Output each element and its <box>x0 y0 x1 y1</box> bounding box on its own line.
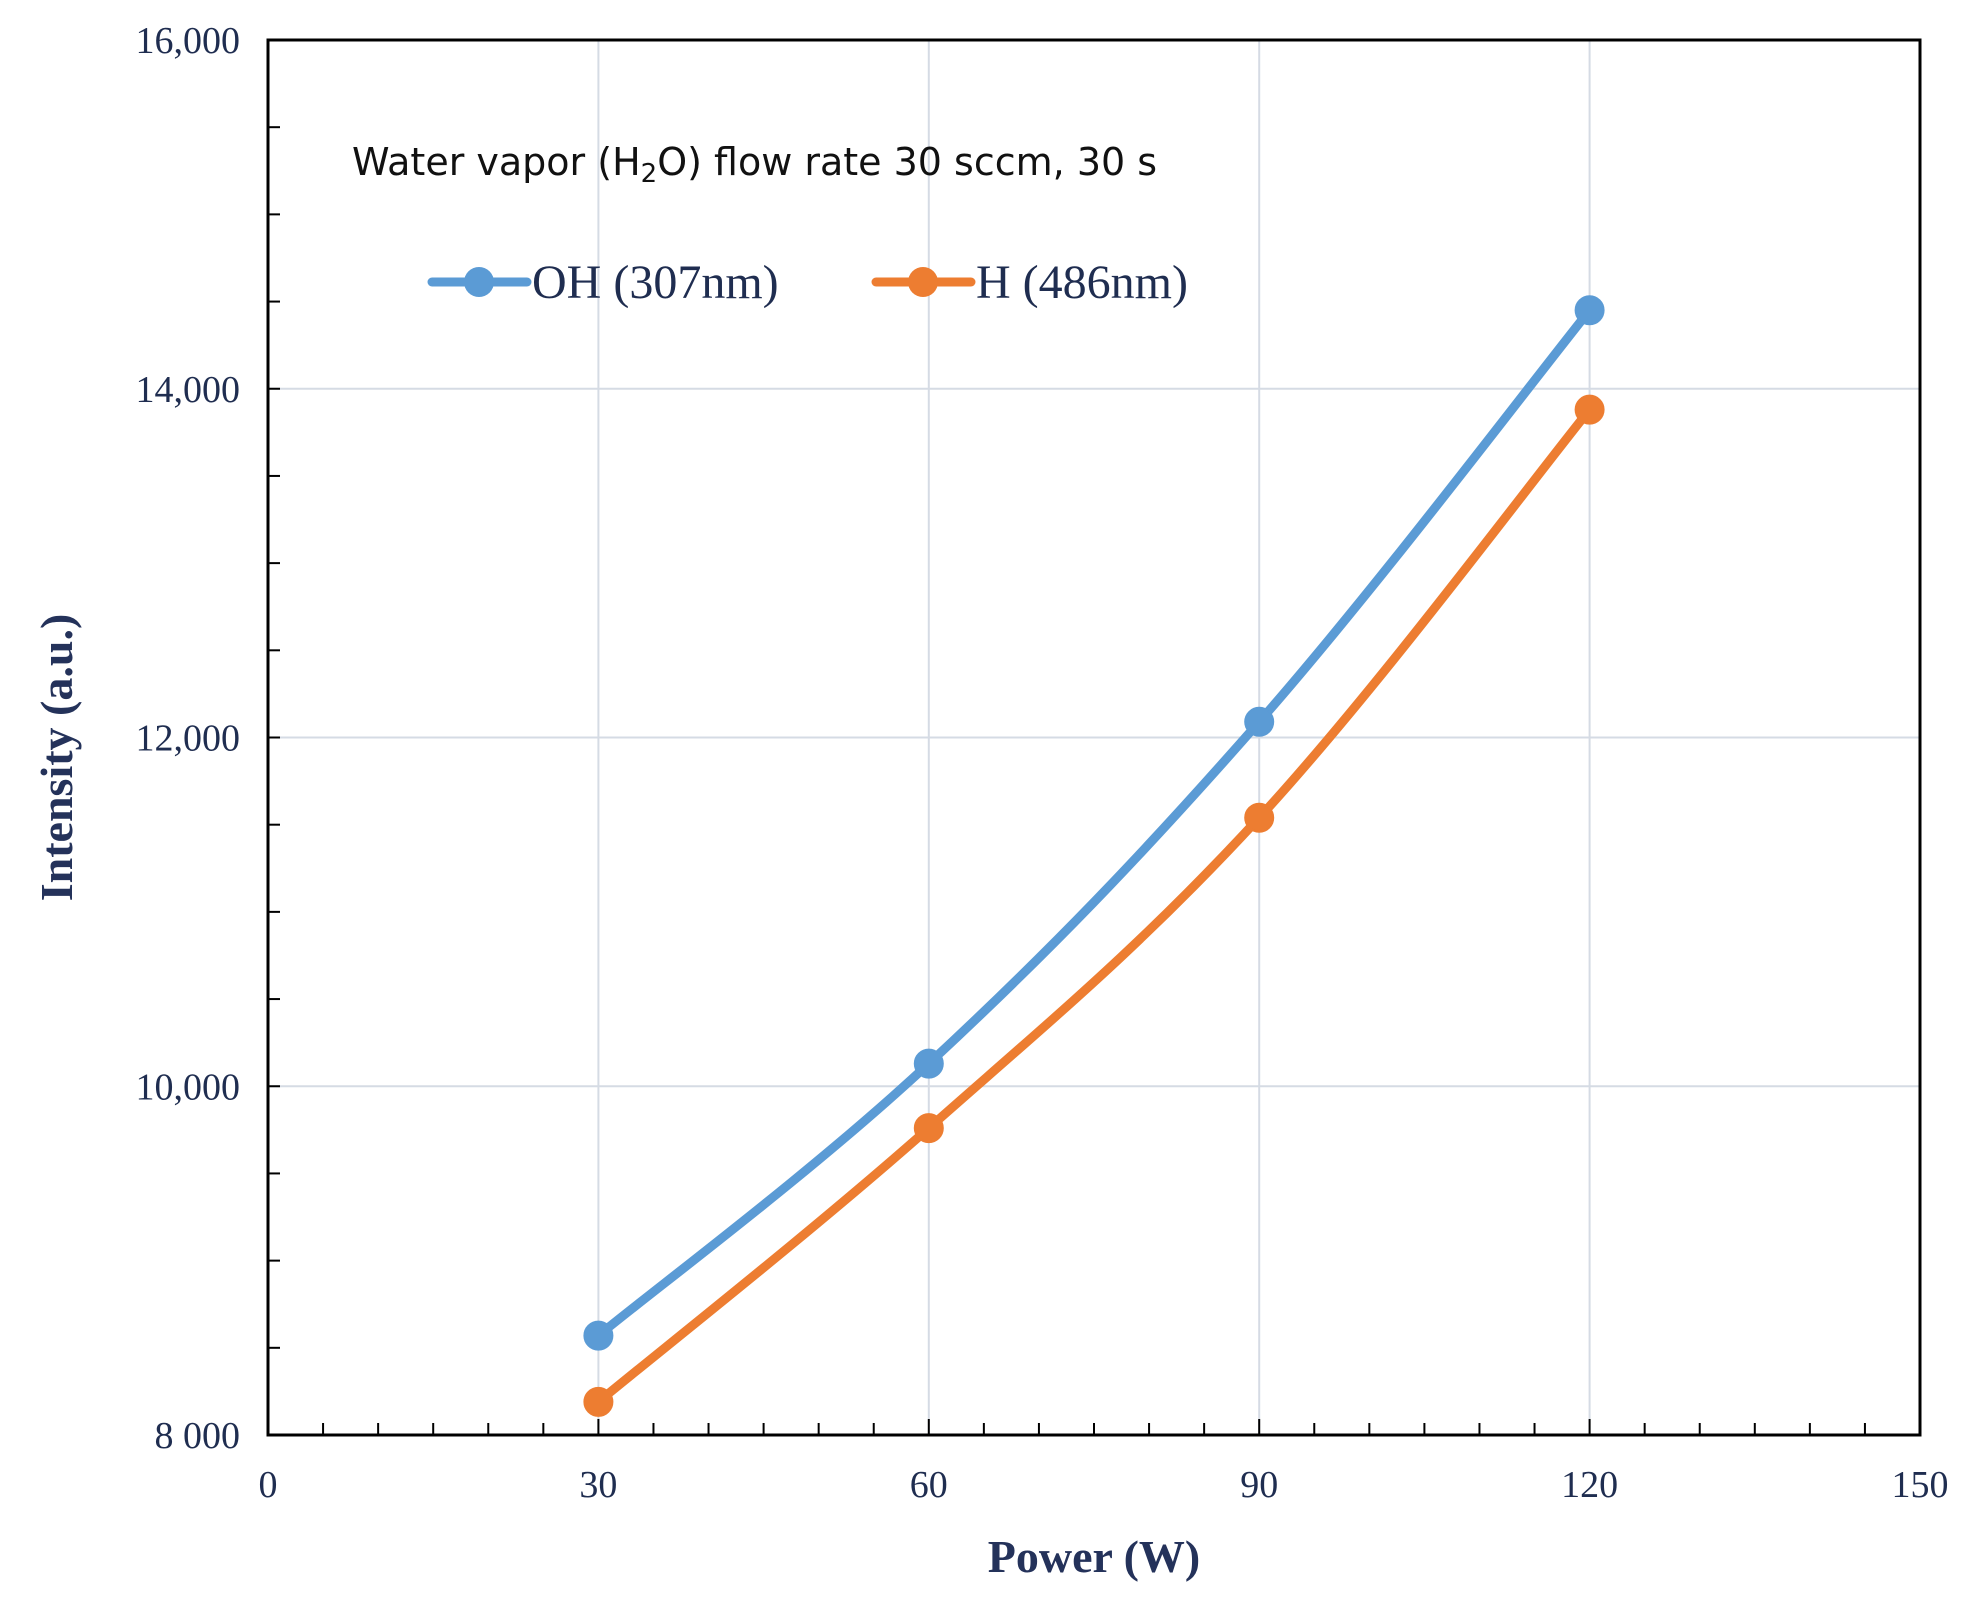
x-tick-label: 60 <box>910 1464 948 1506</box>
x-axis-tick-labels: 0 30 60 90 120 150 <box>259 1464 1949 1506</box>
data-point <box>1244 706 1275 737</box>
data-point <box>913 1113 944 1144</box>
series-lines <box>593 305 1595 1407</box>
legend-swatch-marker <box>464 267 494 297</box>
plot-area-frame <box>266 38 1922 1437</box>
annotation-subscript: 2 <box>641 159 658 189</box>
y-tick-label: 14,000 <box>136 369 241 411</box>
x-axis-title: Power (W) <box>988 1531 1200 1582</box>
y-tick-label: 16,000 <box>136 20 241 62</box>
y-tick-label: 10,000 <box>136 1066 241 1108</box>
data-point <box>1574 394 1605 425</box>
x-tick-label: 90 <box>1240 1464 1278 1506</box>
annotation-prefix: Water vapor (H <box>352 140 641 184</box>
y-axis-tick-labels: 8 000 10,000 12,000 14,000 16,000 <box>136 20 241 1457</box>
data-point <box>583 1386 614 1417</box>
x-tick-label: 120 <box>1561 1464 1618 1506</box>
series-line-0 <box>593 305 1595 1341</box>
data-point <box>583 1320 614 1351</box>
annotation-suffix: O) flow rate 30 sccm, 30 s <box>657 140 1157 184</box>
legend: OH (307nm) H (486nm) <box>427 256 1188 309</box>
legend-label: OH (307nm) <box>532 256 779 309</box>
y-tick-label: 8 000 <box>155 1415 241 1457</box>
x-tick-label: 30 <box>579 1464 617 1506</box>
series-points <box>583 295 1605 1417</box>
x-tick-label: 0 <box>259 1464 278 1506</box>
data-point <box>1574 295 1605 326</box>
chart-annotation: Water vapor (H2O) flow rate 30 sccm, 30 … <box>352 140 1157 189</box>
data-point <box>1244 802 1275 833</box>
data-point <box>913 1048 944 1079</box>
y-tick-label: 12,000 <box>136 718 241 760</box>
legend-label: H (486nm) <box>976 256 1188 309</box>
series-line-1 <box>593 405 1595 1407</box>
y-axis-title: Intensity (a.u.) <box>31 614 82 902</box>
x-tick-label: 150 <box>1892 1464 1949 1506</box>
legend-swatch-marker <box>908 267 938 297</box>
